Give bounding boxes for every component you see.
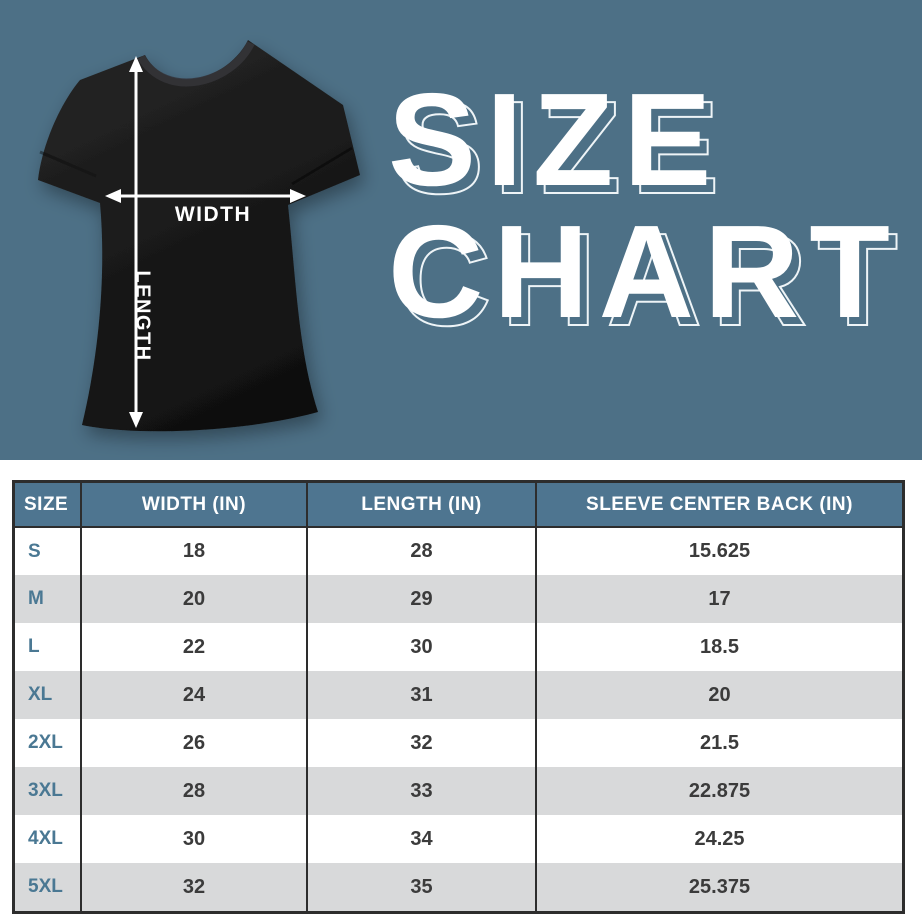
width-cell: 22 — [80, 623, 307, 671]
table-row-l: L 22 30 18.5 — [15, 623, 902, 671]
length-cell: 34 — [306, 815, 536, 863]
size-cell: XL — [28, 684, 53, 705]
table-row-m: M 20 29 17 — [15, 575, 902, 623]
width-cell: 28 — [80, 767, 307, 815]
length-arrow — [129, 56, 143, 428]
sleeve-cell: 15.625 — [535, 527, 902, 575]
sleeve-cell: 18.5 — [535, 623, 902, 671]
size-cell: 2XL — [28, 732, 63, 753]
size-cell: 4XL — [28, 828, 63, 849]
table-row-xl: XL 24 31 20 — [15, 671, 902, 719]
size-table: SIZE WIDTH (IN) LENGTH (IN) SLEEVE CENTE… — [15, 483, 902, 911]
title-size-text: SIZE — [388, 66, 722, 213]
length-cell: 35 — [306, 863, 536, 911]
title-chart-text: CHART — [388, 198, 900, 345]
width-arrow — [105, 189, 306, 203]
title-line-chart: CHART CHART — [388, 206, 900, 347]
size-cell: 5XL — [28, 876, 63, 897]
length-cell: 33 — [306, 767, 536, 815]
length-cell: 32 — [306, 719, 536, 767]
size-cell: L — [28, 636, 40, 657]
table-row-2xl: 2XL 26 32 21.5 — [15, 719, 902, 767]
tshirt-image: WIDTH LENGTH — [38, 40, 360, 432]
size-cell: S — [28, 540, 41, 562]
width-cell: 24 — [80, 671, 307, 719]
length-cell: 30 — [306, 623, 536, 671]
sleeve-cell: 20 — [535, 671, 902, 719]
width-cell: 26 — [80, 719, 307, 767]
length-label: LENGTH — [132, 270, 154, 361]
title-size-outline: SIZE — [395, 74, 730, 221]
table-row-s: S 18 28 15.625 — [15, 527, 902, 575]
size-cell: 3XL — [28, 780, 63, 801]
sleeve-cell: 17 — [535, 575, 902, 623]
width-cell: 32 — [80, 863, 307, 911]
column-header-size: SIZE — [15, 483, 81, 528]
table-row-5xl: 5XL 32 35 25.375 — [15, 863, 902, 911]
width-label: WIDTH — [175, 203, 251, 226]
length-cell: 29 — [306, 575, 536, 623]
column-header-length: LENGTH (IN) — [306, 483, 536, 528]
sleeve-cell: 22.875 — [535, 767, 902, 815]
table-row-4xl: 4XL 30 34 24.25 — [15, 815, 902, 863]
tshirt-silhouette — [38, 40, 360, 432]
sleeve-cell: 21.5 — [535, 719, 902, 767]
title-chart-outline: CHART — [395, 206, 908, 353]
hero-section: WIDTH LENGTH SIZE SIZE CHART CHART — [0, 0, 922, 460]
column-header-width: WIDTH (IN) — [80, 483, 307, 528]
width-cell: 18 — [80, 527, 307, 575]
table-header-row: SIZE WIDTH (IN) LENGTH (IN) SLEEVE CENTE… — [15, 483, 902, 528]
length-cell: 31 — [306, 671, 536, 719]
width-cell: 30 — [80, 815, 307, 863]
sleeve-cell: 24.25 — [535, 815, 902, 863]
sleeve-cell: 25.375 — [535, 863, 902, 911]
size-table-container: SIZE WIDTH (IN) LENGTH (IN) SLEEVE CENTE… — [12, 480, 905, 914]
table-row-3xl: 3XL 28 33 22.875 — [15, 767, 902, 815]
column-header-sleeve: SLEEVE CENTER BACK (IN) — [535, 483, 902, 528]
title-line-size: SIZE SIZE — [388, 74, 900, 215]
size-cell: M — [28, 588, 44, 609]
width-cell: 20 — [80, 575, 307, 623]
size-chart-title: SIZE SIZE CHART CHART — [388, 74, 900, 347]
length-cell: 28 — [306, 527, 536, 575]
